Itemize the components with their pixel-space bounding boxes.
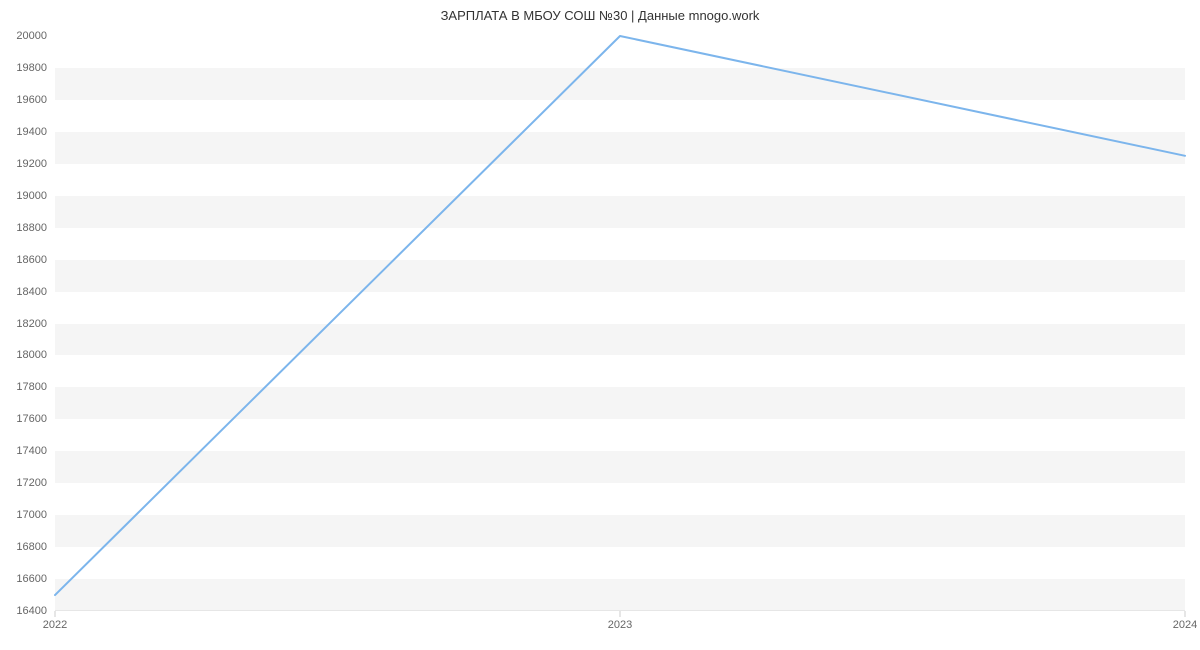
- y-tick-label: 16400: [16, 605, 47, 617]
- y-tick-label: 16800: [16, 541, 47, 553]
- y-tick-label: 17800: [16, 381, 47, 393]
- y-tick-label: 17400: [16, 445, 47, 457]
- series-line: [55, 36, 1185, 611]
- plot-area: 1640016600168001700017200174001760017800…: [55, 36, 1185, 611]
- y-tick-label: 19200: [16, 158, 47, 170]
- x-tick-mark: [55, 611, 56, 617]
- salary-line-chart: ЗАРПЛАТА В МБОУ СОШ №30 | Данные mnogo.w…: [0, 0, 1200, 650]
- x-tick-mark: [620, 611, 621, 617]
- y-tick-label: 17000: [16, 509, 47, 521]
- y-tick-label: 20000: [16, 30, 47, 42]
- y-tick-label: 19400: [16, 126, 47, 138]
- y-tick-label: 19600: [16, 94, 47, 106]
- y-tick-label: 16600: [16, 573, 47, 585]
- y-tick-label: 19000: [16, 190, 47, 202]
- y-tick-label: 18400: [16, 286, 47, 298]
- y-tick-label: 18800: [16, 222, 47, 234]
- y-tick-label: 19800: [16, 62, 47, 74]
- x-tick-label: 2022: [43, 619, 67, 631]
- y-tick-label: 18000: [16, 349, 47, 361]
- y-tick-label: 18600: [16, 254, 47, 266]
- x-tick-label: 2023: [608, 619, 632, 631]
- x-tick-label: 2024: [1173, 619, 1197, 631]
- series-salary: [55, 36, 1185, 595]
- y-tick-label: 17200: [16, 477, 47, 489]
- y-tick-label: 17600: [16, 413, 47, 425]
- x-tick-mark: [1185, 611, 1186, 617]
- chart-title: ЗАРПЛАТА В МБОУ СОШ №30 | Данные mnogo.w…: [0, 8, 1200, 23]
- y-tick-label: 18200: [16, 318, 47, 330]
